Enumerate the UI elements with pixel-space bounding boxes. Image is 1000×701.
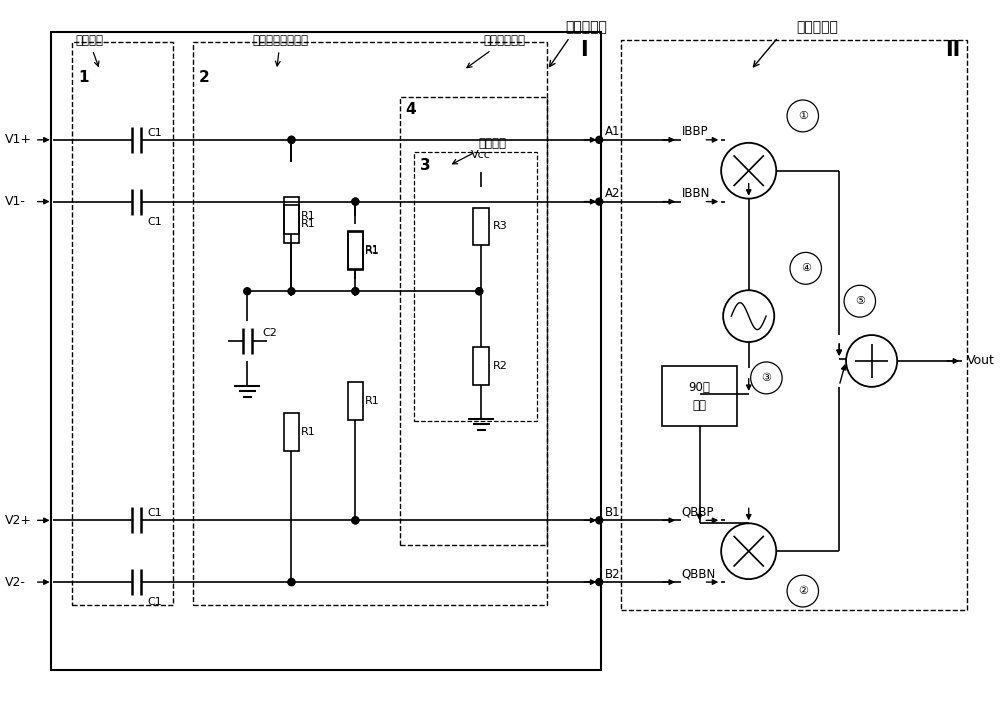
Bar bbox=[621, 40, 967, 610]
Circle shape bbox=[352, 198, 359, 205]
Bar bbox=[662, 366, 737, 426]
Bar bbox=[348, 232, 363, 270]
Text: 4: 4 bbox=[406, 102, 416, 118]
Circle shape bbox=[288, 578, 295, 585]
Circle shape bbox=[596, 578, 603, 585]
Bar bbox=[414, 152, 537, 421]
Bar bbox=[400, 97, 547, 545]
Bar bbox=[284, 196, 299, 234]
Text: ③: ③ bbox=[761, 373, 771, 383]
Circle shape bbox=[596, 517, 603, 524]
Bar bbox=[348, 382, 363, 420]
Text: 1: 1 bbox=[78, 69, 89, 85]
Text: B2: B2 bbox=[605, 568, 621, 580]
Text: V1-: V1- bbox=[5, 195, 26, 208]
Text: ⑤: ⑤ bbox=[855, 297, 865, 306]
Bar bbox=[193, 42, 547, 605]
Circle shape bbox=[244, 287, 251, 294]
Circle shape bbox=[288, 578, 295, 585]
Text: R3: R3 bbox=[493, 222, 508, 231]
Text: QBBP: QBBP bbox=[682, 506, 714, 519]
Text: Vcc: Vcc bbox=[471, 150, 491, 160]
Text: Vout: Vout bbox=[967, 355, 995, 367]
Circle shape bbox=[352, 287, 359, 294]
Text: V2+: V2+ bbox=[5, 514, 32, 527]
Circle shape bbox=[476, 287, 483, 294]
Text: 交流匹配接口电路: 交流匹配接口电路 bbox=[252, 34, 308, 66]
Circle shape bbox=[288, 137, 295, 143]
Text: R1: R1 bbox=[301, 427, 316, 437]
Text: 正交调制器: 正交调制器 bbox=[797, 20, 838, 34]
Text: IBBN: IBBN bbox=[682, 187, 710, 200]
Text: II: II bbox=[946, 40, 961, 60]
Text: ④: ④ bbox=[801, 264, 811, 273]
Bar bbox=[284, 414, 299, 451]
Bar bbox=[72, 42, 173, 605]
Circle shape bbox=[288, 137, 295, 143]
Text: C2: C2 bbox=[262, 328, 277, 338]
Text: ②: ② bbox=[798, 586, 808, 596]
Text: R1: R1 bbox=[365, 246, 380, 256]
Text: 2: 2 bbox=[199, 69, 210, 85]
Circle shape bbox=[288, 287, 295, 294]
Text: B1: B1 bbox=[605, 506, 621, 519]
Text: C1: C1 bbox=[147, 128, 162, 138]
Text: 3: 3 bbox=[420, 158, 431, 173]
Bar bbox=[348, 231, 363, 268]
Text: 直流偏置电路: 直流偏置电路 bbox=[467, 34, 525, 68]
Text: 分压电路: 分压电路 bbox=[452, 137, 506, 164]
Circle shape bbox=[596, 137, 603, 143]
Text: V2-: V2- bbox=[5, 576, 26, 589]
Circle shape bbox=[476, 287, 483, 294]
Text: R2: R2 bbox=[493, 361, 508, 371]
Text: QBBN: QBBN bbox=[682, 568, 716, 580]
Bar bbox=[51, 32, 601, 669]
Text: A2: A2 bbox=[605, 187, 621, 200]
Text: ①: ① bbox=[798, 111, 808, 121]
Text: 90度: 90度 bbox=[689, 381, 710, 395]
Text: V1+: V1+ bbox=[5, 133, 32, 147]
Text: A1: A1 bbox=[605, 125, 621, 138]
Circle shape bbox=[352, 517, 359, 524]
Circle shape bbox=[352, 287, 359, 294]
Text: 偏置匹配器: 偏置匹配器 bbox=[566, 20, 607, 34]
Text: R1: R1 bbox=[301, 210, 316, 221]
Bar bbox=[473, 347, 489, 385]
Text: 隔直电路: 隔直电路 bbox=[75, 34, 103, 66]
Text: I: I bbox=[580, 40, 587, 60]
Bar bbox=[284, 205, 299, 243]
Circle shape bbox=[596, 198, 603, 205]
Text: 相移: 相移 bbox=[693, 400, 707, 412]
Text: R1: R1 bbox=[365, 396, 380, 407]
Text: C1: C1 bbox=[147, 597, 162, 607]
Circle shape bbox=[352, 517, 359, 524]
Text: C1: C1 bbox=[147, 217, 162, 226]
Text: R1: R1 bbox=[301, 219, 316, 229]
Bar bbox=[473, 207, 489, 245]
Text: C1: C1 bbox=[147, 508, 162, 518]
Text: R1: R1 bbox=[365, 245, 380, 255]
Circle shape bbox=[352, 198, 359, 205]
Text: IBBP: IBBP bbox=[682, 125, 708, 138]
